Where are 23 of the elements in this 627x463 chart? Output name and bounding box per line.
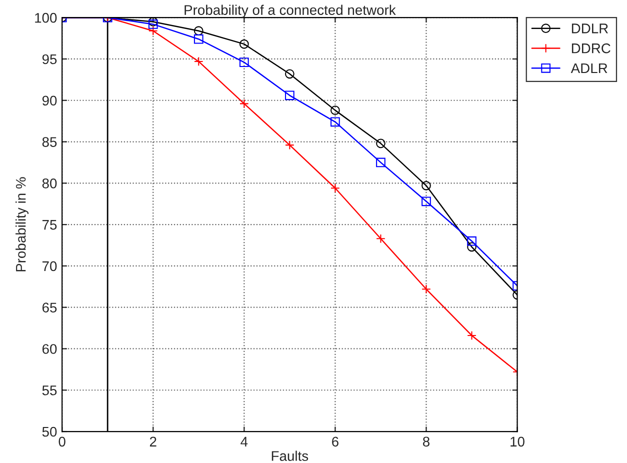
y-tick-label: 80 xyxy=(42,178,57,188)
legend-label: DDLR xyxy=(572,24,608,34)
y-tick-label: 65 xyxy=(42,302,57,313)
y-tick-label: 70 xyxy=(42,261,57,272)
y-axis-title: Probability in % xyxy=(16,177,28,272)
y-tick-label: 100 xyxy=(35,12,57,23)
y-tick-label: 95 xyxy=(42,54,57,64)
y-tick-label: 90 xyxy=(42,96,57,106)
legend-label: ADLR xyxy=(570,63,608,73)
x-tick-label: 8 xyxy=(422,436,430,447)
x-tick-label: 10 xyxy=(510,436,524,447)
x-tick-label: 6 xyxy=(332,436,338,447)
chart-title: Probability of a connected network xyxy=(184,4,396,18)
y-tick-label: 50 xyxy=(42,426,57,437)
y-tick-label: 55 xyxy=(42,386,57,396)
y-tick-label: 60 xyxy=(42,344,57,354)
y-tick-label: 75 xyxy=(42,220,57,230)
x-tick-label: 2 xyxy=(150,436,156,446)
y-tick-label: 85 xyxy=(42,137,57,147)
x-tick-label: 4 xyxy=(240,436,248,446)
x-tick-label: 0 xyxy=(58,436,66,447)
x-axis-title: Faults xyxy=(272,450,308,461)
legend-label: DDRC xyxy=(572,43,610,54)
